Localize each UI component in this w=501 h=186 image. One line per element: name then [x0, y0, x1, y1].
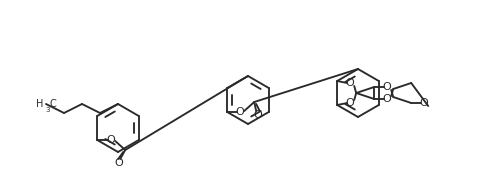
Text: C: C — [49, 99, 56, 109]
Text: H: H — [36, 99, 43, 109]
Text: O: O — [115, 158, 124, 168]
Text: O: O — [346, 78, 355, 88]
Text: O: O — [107, 135, 116, 145]
Text: O: O — [383, 82, 392, 92]
Text: O: O — [236, 107, 244, 117]
Text: O: O — [420, 98, 428, 108]
Text: O: O — [254, 110, 263, 120]
Text: O: O — [346, 98, 355, 108]
Text: 3: 3 — [45, 107, 50, 113]
Text: O: O — [383, 94, 392, 104]
